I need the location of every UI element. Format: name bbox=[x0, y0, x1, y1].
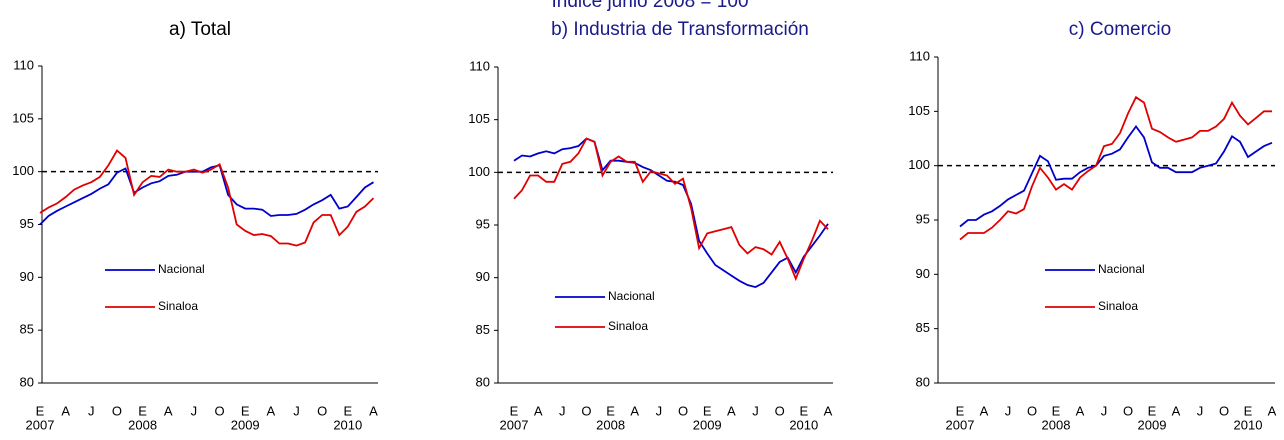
x-tick-label: E bbox=[138, 403, 147, 418]
x-tick-label: O bbox=[214, 403, 224, 418]
x-tick-label: A bbox=[1172, 403, 1181, 418]
x-tick-label: J bbox=[1197, 403, 1204, 418]
year-label: 2009 bbox=[231, 417, 260, 432]
y-tick-label: 90 bbox=[476, 269, 490, 284]
y-tick-label: 110 bbox=[13, 57, 34, 72]
x-tick-label: E bbox=[343, 403, 352, 418]
x-tick-label: O bbox=[317, 403, 327, 418]
legend-label: Nacional bbox=[1098, 262, 1145, 276]
y-tick-label: 105 bbox=[468, 111, 490, 126]
page-header: Índice junio 2008 = 100 bbox=[551, 0, 748, 12]
y-tick-label: 85 bbox=[20, 322, 34, 337]
x-tick-label: J bbox=[752, 403, 759, 418]
legend-label: Sinaloa bbox=[608, 319, 648, 333]
x-tick-label: O bbox=[112, 403, 122, 418]
x-tick-label: A bbox=[1076, 403, 1085, 418]
x-tick-label: O bbox=[678, 403, 688, 418]
year-label: 2008 bbox=[1042, 417, 1071, 432]
legend-label: Sinaloa bbox=[1098, 299, 1138, 313]
series-line bbox=[39, 149, 375, 247]
year-label: 2007 bbox=[500, 417, 529, 432]
x-tick-label: A bbox=[824, 403, 833, 418]
x-tick-label: A bbox=[369, 403, 378, 418]
x-tick-label: O bbox=[1123, 403, 1133, 418]
y-tick-label: 80 bbox=[20, 374, 34, 389]
year-label: 2009 bbox=[693, 417, 722, 432]
x-tick-label: J bbox=[1101, 403, 1108, 418]
chart-title: c) Comercio bbox=[1069, 19, 1171, 40]
y-tick-label: 85 bbox=[476, 322, 490, 337]
x-tick-label: E bbox=[241, 403, 250, 418]
x-tick-label: E bbox=[1148, 403, 1157, 418]
y-tick-label: 85 bbox=[916, 320, 930, 335]
x-tick-label: J bbox=[656, 403, 663, 418]
x-tick-label: J bbox=[293, 403, 300, 418]
y-tick-label: 105 bbox=[12, 110, 34, 125]
year-label: 2007 bbox=[946, 417, 975, 432]
y-tick-label: 105 bbox=[908, 103, 930, 118]
year-label: 2009 bbox=[1138, 417, 1167, 432]
y-tick-label: 100 bbox=[12, 163, 34, 178]
year-label: 2010 bbox=[333, 417, 362, 432]
x-tick-label: A bbox=[61, 403, 70, 418]
y-tick-label: 110 bbox=[469, 58, 490, 73]
x-tick-label: E bbox=[799, 403, 808, 418]
y-tick-label: 100 bbox=[908, 157, 930, 172]
x-tick-label: J bbox=[559, 403, 566, 418]
x-tick-label: J bbox=[88, 403, 95, 418]
chart-title: b) Industria de Transformación bbox=[551, 19, 809, 40]
y-tick-label: 90 bbox=[916, 266, 930, 281]
y-tick-label: 90 bbox=[20, 269, 34, 284]
x-tick-label: E bbox=[1244, 403, 1253, 418]
legend-label: Nacional bbox=[158, 262, 205, 276]
x-tick-label: A bbox=[164, 403, 173, 418]
x-tick-label: E bbox=[1052, 403, 1061, 418]
legend-label: Sinaloa bbox=[158, 299, 198, 313]
x-tick-label: A bbox=[534, 403, 543, 418]
y-tick-label: 95 bbox=[476, 216, 490, 231]
year-label: 2010 bbox=[1234, 417, 1263, 432]
year-label: 2008 bbox=[128, 417, 157, 432]
x-tick-label: E bbox=[956, 403, 965, 418]
chart-title: a) Total bbox=[169, 19, 231, 40]
year-label: 2010 bbox=[789, 417, 818, 432]
y-tick-label: 80 bbox=[476, 374, 490, 389]
y-tick-label: 95 bbox=[20, 216, 34, 231]
year-label: 2007 bbox=[26, 417, 55, 432]
series-line bbox=[959, 95, 1272, 241]
series-line bbox=[39, 164, 374, 226]
x-tick-label: E bbox=[606, 403, 615, 418]
x-tick-label: O bbox=[581, 403, 591, 418]
series-line bbox=[513, 137, 829, 282]
x-tick-label: O bbox=[1219, 403, 1229, 418]
x-tick-label: O bbox=[1027, 403, 1037, 418]
series-line bbox=[513, 137, 829, 289]
x-tick-label: J bbox=[1005, 403, 1012, 418]
x-tick-label: E bbox=[703, 403, 712, 418]
y-tick-label: 110 bbox=[909, 48, 930, 63]
x-tick-label: O bbox=[775, 403, 785, 418]
x-tick-label: A bbox=[630, 403, 639, 418]
series-line bbox=[959, 124, 1273, 228]
legend-label: Nacional bbox=[608, 289, 655, 303]
year-label: 2008 bbox=[596, 417, 625, 432]
x-tick-label: A bbox=[1268, 403, 1277, 418]
x-tick-label: E bbox=[36, 403, 45, 418]
y-tick-label: 80 bbox=[916, 374, 930, 389]
y-tick-label: 95 bbox=[916, 211, 930, 226]
x-tick-label: A bbox=[267, 403, 276, 418]
x-tick-label: J bbox=[191, 403, 198, 418]
y-tick-label: 100 bbox=[468, 164, 490, 179]
x-tick-label: E bbox=[510, 403, 519, 418]
x-tick-label: A bbox=[980, 403, 989, 418]
x-tick-label: A bbox=[727, 403, 736, 418]
